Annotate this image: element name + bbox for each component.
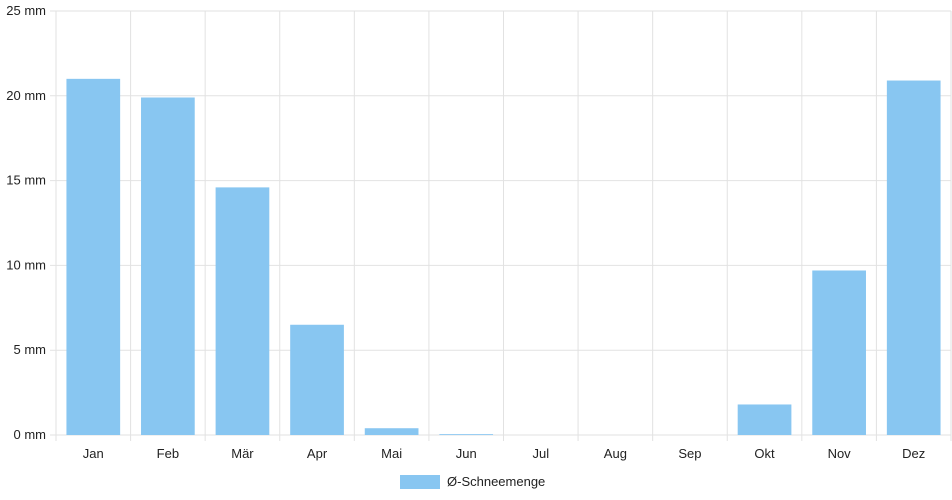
y-axis-tick-labels: 25 mm 20 mm 15 mm 10 mm 5 mm 0 mm (6, 3, 46, 442)
y-tick-label: 20 mm (6, 88, 46, 103)
bar-mär[interactable] (215, 187, 270, 435)
x-tick-label: Aug (604, 446, 627, 461)
legend-swatch (400, 474, 440, 489)
x-tick-label: Sep (678, 446, 701, 461)
x-tick-label: Mär (231, 446, 254, 461)
bar-dez[interactable] (886, 80, 941, 435)
x-tick-label: Apr (307, 446, 328, 461)
bars (66, 78, 941, 435)
y-tick-label: 10 mm (6, 257, 46, 272)
y-tick-label: 15 mm (6, 173, 46, 188)
x-tick-label: Nov (828, 446, 852, 461)
bar-nov[interactable] (812, 270, 866, 435)
legend[interactable]: Ø-Schneemenge (400, 474, 545, 489)
grid-lines (50, 10, 952, 441)
x-tick-label: Jun (456, 446, 477, 461)
x-tick-label: Mai (381, 446, 402, 461)
x-tick-label: Jul (532, 446, 549, 461)
bar-jan[interactable] (66, 78, 121, 435)
legend-label: Ø-Schneemenge (447, 474, 546, 489)
bar-feb[interactable] (141, 97, 195, 435)
bar-mai[interactable] (364, 428, 419, 435)
bar-okt[interactable] (737, 404, 792, 435)
x-tick-label: Okt (754, 446, 775, 461)
x-tick-label: Feb (157, 446, 179, 461)
bar-apr[interactable] (290, 324, 344, 435)
y-tick-label: 0 mm (14, 427, 47, 442)
x-axis-tick-labels: Jan Feb Mär Apr Mai Jun Jul Aug Sep Okt Nov Dez (83, 446, 925, 461)
x-tick-label: Dez (902, 446, 925, 461)
x-tick-label: Jan (83, 446, 104, 461)
y-tick-label: 5 mm (14, 342, 47, 357)
bar-jun[interactable] (439, 434, 494, 435)
y-tick-label: 25 mm (6, 3, 46, 18)
